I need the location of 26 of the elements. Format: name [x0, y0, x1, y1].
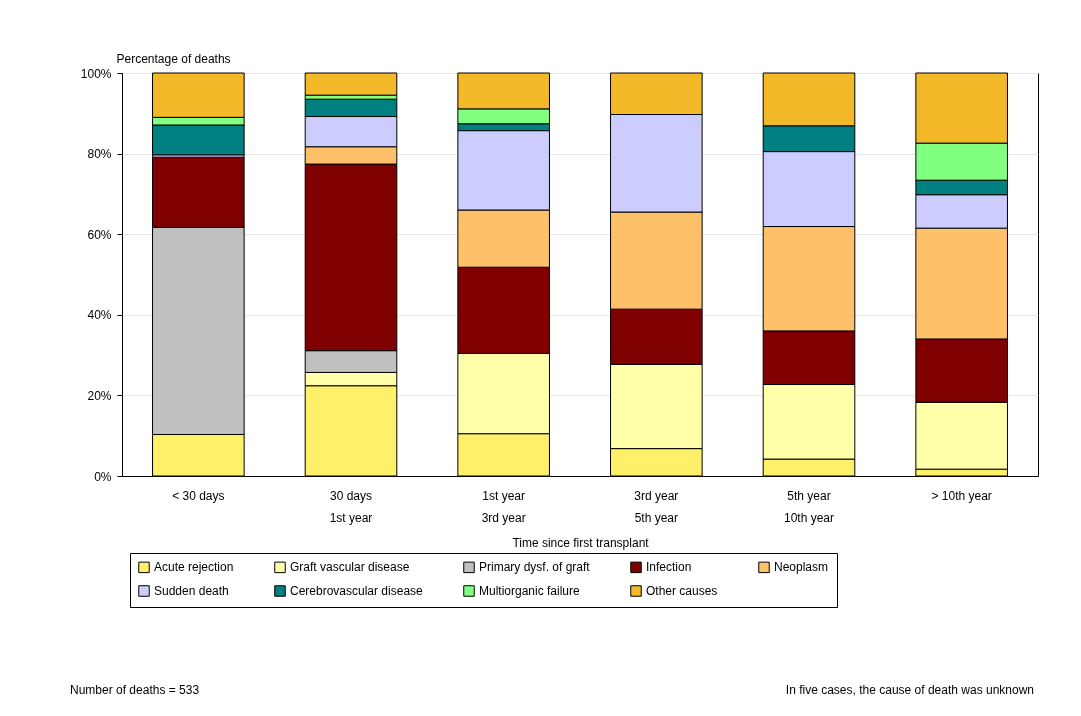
x-tick-label: 30 days 1st year [329, 488, 373, 525]
y-axis-title: Percentage of deaths [116, 51, 231, 66]
legend-label: Cerebrovascular disease [290, 584, 424, 598]
text: Number of deaths = 533 [70, 683, 200, 697]
y-tick-label: 20% [87, 388, 112, 403]
legend-label: Graft vascular disease [290, 560, 410, 575]
text: In five cases, the cause of death was unknown [785, 683, 1034, 697]
legend-label: Infection [646, 560, 692, 575]
legend-label: Primary dysf. of graft [479, 560, 591, 575]
x-tick-label: < 30 days [172, 488, 225, 503]
legend-label: Multiorganic failure [479, 584, 581, 598]
y-tick-label: 80% [87, 147, 112, 162]
x-tick-label: 5th year 10th year [783, 488, 835, 525]
y-tick-label: 40% [87, 308, 112, 323]
legend-label: Sudden death [154, 584, 229, 598]
x-tick-label: > 10th year [931, 488, 992, 503]
y-tick-label: 60% [87, 227, 112, 242]
legend-label: Other causes [646, 584, 718, 598]
legend-label: Acute rejection [154, 560, 234, 575]
legend-label: Neoplasm [774, 560, 829, 575]
x-tick-label: 3rd year 5th year [634, 488, 679, 525]
y-tick-label: 0% [94, 469, 112, 484]
x-tick-label: 1st year 3rd year [481, 488, 526, 525]
y-tick-label: 100% [80, 66, 112, 81]
bar [304, 72, 398, 96]
x-axis-title: Time since first transplant [512, 535, 650, 550]
